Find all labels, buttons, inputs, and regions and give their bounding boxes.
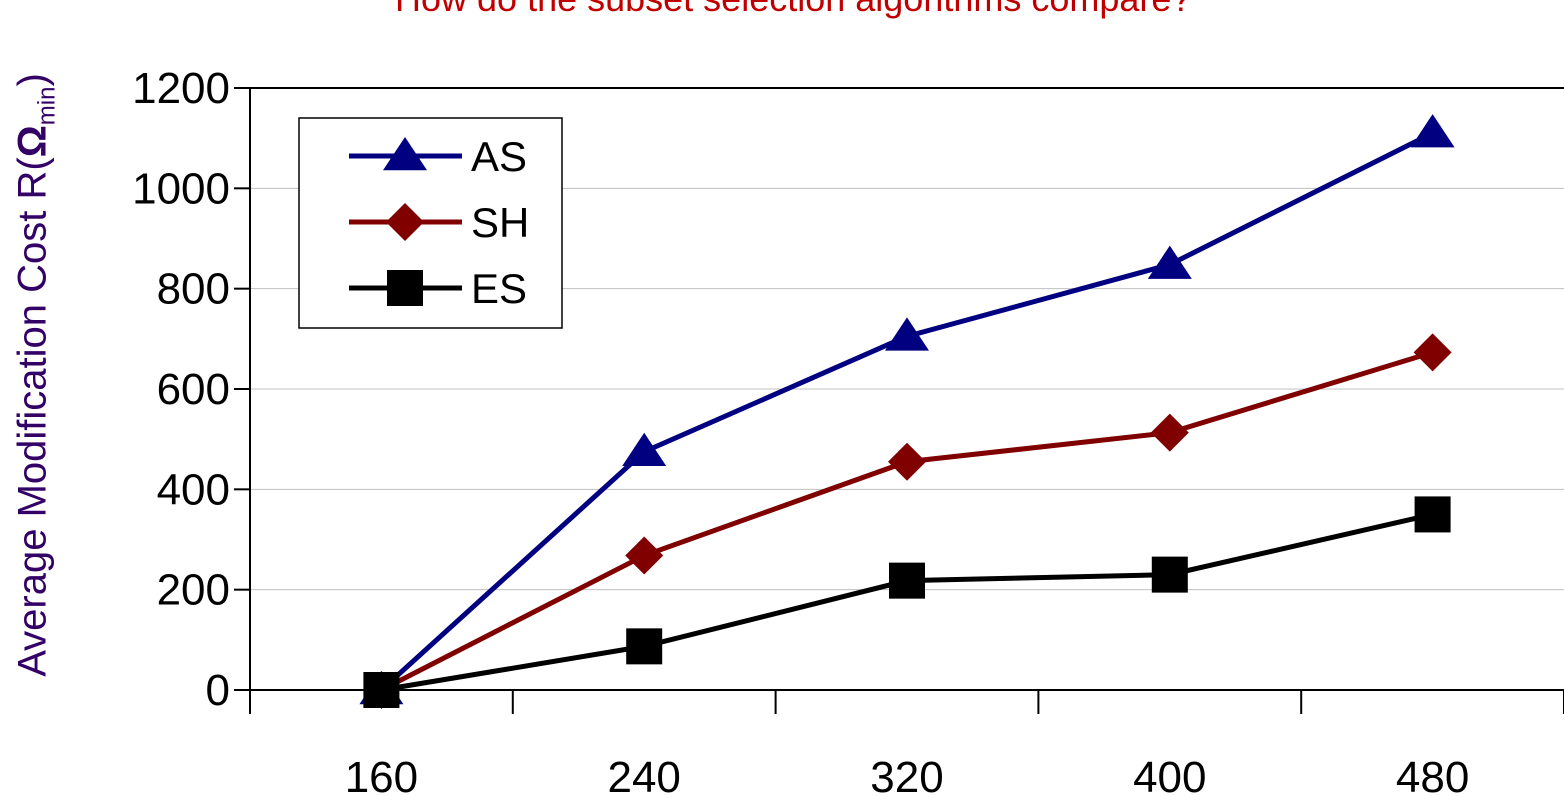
legend-label-es: ES [471, 265, 527, 312]
data-point-sh [1150, 413, 1189, 452]
y-tick-label: 1000 [132, 164, 230, 213]
series-line-sh [380, 349, 1434, 693]
x-tick-label: 400 [1133, 753, 1206, 796]
data-point-as [1410, 114, 1455, 148]
data-point-as [1147, 245, 1192, 279]
data-point-es [626, 628, 663, 665]
legend-label-sh: SH [471, 199, 529, 246]
x-tick-label: 480 [1396, 753, 1469, 796]
series-line-es [380, 511, 1434, 693]
y-tick-label: 0 [206, 666, 230, 715]
data-point-es [363, 672, 400, 708]
legend-marker-sh [386, 203, 424, 241]
chart-title: How do the subset selection algorithms c… [395, 0, 1191, 20]
y-tick-label: 1200 [132, 64, 230, 113]
data-point-as [622, 432, 667, 466]
data-point-sh [625, 536, 664, 575]
data-point-es [1414, 496, 1451, 533]
y-tick-label: 200 [157, 566, 230, 615]
data-point-es [1151, 556, 1188, 593]
legend-label-as: AS [471, 133, 527, 180]
legend-marker-es [387, 270, 423, 306]
x-tick-label: 160 [345, 753, 418, 796]
data-point-sh [888, 442, 926, 481]
data-point-as [885, 317, 929, 351]
y-tick-label: 800 [157, 265, 230, 314]
legend-marker-as [383, 137, 427, 171]
data-point-sh [1413, 333, 1452, 372]
y-tick-label: 400 [157, 465, 230, 514]
x-tick-label: 240 [607, 753, 680, 796]
y-tick-label: 600 [157, 365, 230, 414]
data-point-es [889, 562, 925, 599]
x-tick-label: 320 [870, 753, 943, 796]
